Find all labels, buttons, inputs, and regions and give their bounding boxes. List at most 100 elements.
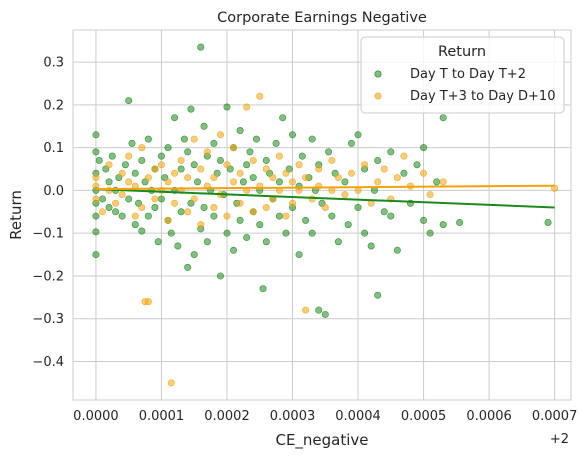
- data-point: [302, 216, 310, 224]
- data-point: [95, 156, 103, 164]
- data-point: [210, 204, 218, 212]
- x-tick-label: 0.0003: [270, 409, 316, 424]
- x-offset-label: +2: [550, 432, 569, 447]
- data-point: [157, 195, 165, 203]
- data-point: [243, 103, 251, 111]
- data-point: [138, 227, 146, 235]
- data-point: [262, 238, 270, 246]
- data-point: [203, 238, 211, 246]
- data-point: [433, 178, 441, 186]
- data-point: [341, 191, 349, 199]
- data-point: [544, 218, 552, 226]
- data-point: [367, 242, 375, 250]
- data-point: [92, 174, 100, 182]
- data-point: [131, 212, 139, 220]
- data-point: [157, 161, 165, 169]
- data-point: [361, 229, 369, 237]
- data-point: [282, 212, 290, 220]
- data-point: [387, 148, 395, 156]
- data-point: [295, 251, 303, 259]
- data-point: [177, 165, 185, 173]
- data-point: [190, 135, 198, 143]
- data-point: [321, 204, 329, 212]
- data-point: [223, 212, 231, 220]
- data-point: [347, 169, 355, 177]
- data-point: [325, 148, 333, 156]
- data-point: [361, 161, 369, 169]
- data-point: [184, 208, 192, 216]
- data-point: [210, 212, 218, 220]
- x-tick-label: 0.0005: [401, 409, 447, 424]
- regression-lines: [95, 184, 555, 209]
- data-point: [184, 263, 192, 271]
- data-point: [426, 229, 434, 237]
- data-point: [236, 199, 244, 207]
- data-point: [334, 174, 342, 182]
- data-point: [302, 306, 310, 314]
- data-point: [194, 178, 202, 186]
- y-tick-label: −0.4: [32, 355, 64, 370]
- data-point: [439, 114, 447, 122]
- data-point: [164, 178, 172, 186]
- data-point: [118, 169, 126, 177]
- data-point: [230, 144, 238, 152]
- data-point: [223, 229, 231, 237]
- data-point: [184, 174, 192, 182]
- data-point: [354, 131, 362, 139]
- data-point: [112, 208, 120, 216]
- data-point: [216, 272, 224, 280]
- data-point: [298, 152, 306, 160]
- data-point: [262, 156, 270, 164]
- data-point: [157, 152, 165, 160]
- legend-label-day-t3-to-d10: Day T+3 to Day D+10: [410, 89, 555, 104]
- data-point: [138, 204, 146, 212]
- x-tick-label: 0.0006: [466, 409, 512, 424]
- data-point: [138, 156, 146, 164]
- data-point: [308, 229, 316, 237]
- data-point: [98, 208, 106, 216]
- data-point: [223, 103, 231, 111]
- data-point: [230, 178, 238, 186]
- data-point: [108, 152, 116, 160]
- data-point: [184, 148, 192, 156]
- legend-title: Return: [438, 44, 486, 60]
- data-point: [439, 178, 447, 186]
- data-point: [275, 212, 283, 220]
- data-point: [197, 221, 205, 229]
- data-point: [243, 233, 251, 241]
- data-point: [174, 242, 182, 250]
- data-point: [105, 204, 113, 212]
- x-tick-label: 0.0007: [532, 409, 578, 424]
- data-point: [92, 228, 100, 236]
- legend-box: [360, 36, 565, 114]
- data-point: [380, 165, 388, 173]
- y-tick-label: −0.1: [32, 227, 64, 242]
- chart-title: Corporate Earnings Negative: [217, 10, 427, 26]
- data-point: [439, 221, 447, 229]
- data-point: [308, 135, 316, 143]
- data-point: [171, 199, 179, 207]
- data-point: [167, 379, 175, 387]
- data-point: [354, 204, 362, 212]
- data-point: [154, 238, 162, 246]
- x-axis-label: CE_negative: [275, 431, 368, 450]
- data-point: [125, 97, 133, 105]
- data-point: [252, 135, 260, 143]
- data-point: [190, 161, 198, 169]
- y-tick-label: −0.3: [32, 312, 64, 327]
- data-point: [98, 195, 106, 203]
- data-point: [374, 178, 382, 186]
- data-point: [125, 152, 133, 160]
- data-point: [256, 92, 264, 100]
- data-point: [420, 169, 428, 177]
- data-point: [177, 156, 185, 164]
- data-point: [374, 156, 382, 164]
- data-point: [426, 191, 434, 199]
- data-point: [197, 43, 205, 51]
- data-point: [105, 178, 113, 186]
- data-point: [144, 174, 152, 182]
- data-point: [262, 165, 270, 173]
- data-point: [151, 204, 159, 212]
- data-point: [315, 165, 323, 173]
- legend-label-day-t-to-t2: Day T to Day T+2: [410, 67, 526, 82]
